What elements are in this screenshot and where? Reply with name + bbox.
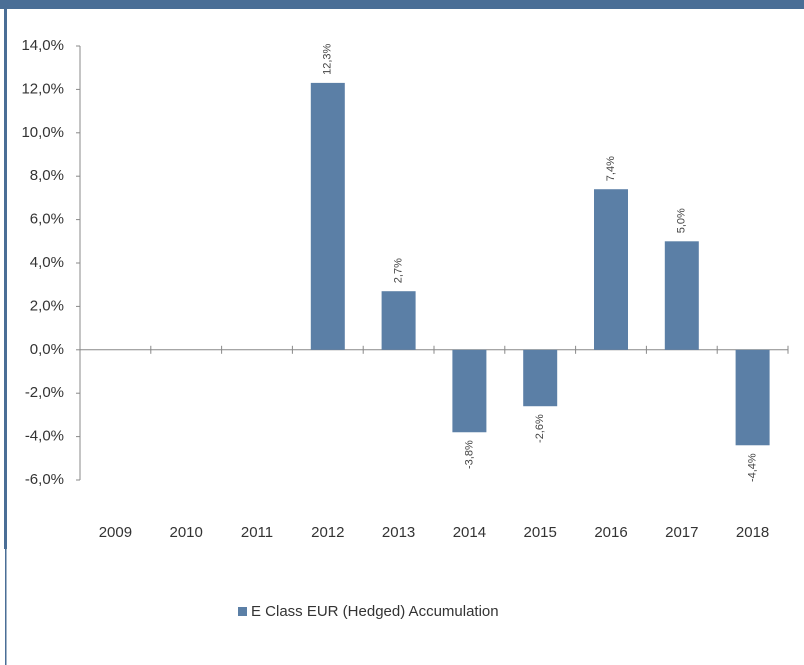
bar bbox=[381, 291, 416, 350]
value-label: 2,7% bbox=[393, 258, 405, 283]
y-tick-label: 8,0% bbox=[30, 167, 64, 184]
bar bbox=[452, 349, 487, 433]
value-label: -3,8% bbox=[463, 440, 475, 469]
legend-swatch bbox=[238, 607, 247, 616]
value-label: -2,6% bbox=[534, 414, 546, 443]
value-label: 7,4% bbox=[605, 156, 617, 181]
x-tick-label: 2012 bbox=[311, 524, 344, 541]
y-tick-label: 10,0% bbox=[21, 124, 64, 141]
bar bbox=[664, 241, 699, 350]
x-tick-label: 2010 bbox=[170, 524, 203, 541]
y-tick-label: 14,0% bbox=[21, 37, 64, 54]
x-tick-label: 2009 bbox=[99, 524, 132, 541]
x-tick-label: 2011 bbox=[241, 524, 273, 541]
y-tick-label: 6,0% bbox=[30, 211, 64, 228]
y-tick-label: 12,0% bbox=[21, 80, 64, 97]
bar bbox=[735, 349, 770, 446]
x-tick-label: 2015 bbox=[524, 524, 557, 541]
value-label: -4,4% bbox=[747, 453, 759, 482]
y-tick-label: -6,0% bbox=[25, 471, 64, 488]
x-tick-label: 2016 bbox=[594, 524, 627, 541]
top-band bbox=[0, 0, 804, 9]
x-tick-label: 2013 bbox=[382, 524, 415, 541]
y-tick-label: -2,0% bbox=[25, 384, 64, 401]
y-tick-label: -4,0% bbox=[25, 428, 64, 445]
x-tick-label: 2018 bbox=[736, 524, 769, 541]
y-tick-label: 4,0% bbox=[30, 254, 64, 271]
value-label: 5,0% bbox=[676, 208, 688, 233]
left-border bbox=[4, 9, 7, 549]
y-tick-label: 2,0% bbox=[30, 297, 64, 314]
x-tick-label: 2017 bbox=[665, 524, 698, 541]
y-tick-label: 0,0% bbox=[30, 341, 64, 358]
left-border-lower bbox=[5, 549, 7, 665]
bar bbox=[594, 189, 628, 350]
bar bbox=[523, 349, 558, 407]
x-tick-label: 2014 bbox=[453, 524, 486, 541]
bar bbox=[310, 82, 345, 350]
legend-label: E Class EUR (Hedged) Accumulation bbox=[251, 603, 499, 620]
value-label: 12,3% bbox=[322, 43, 334, 74]
